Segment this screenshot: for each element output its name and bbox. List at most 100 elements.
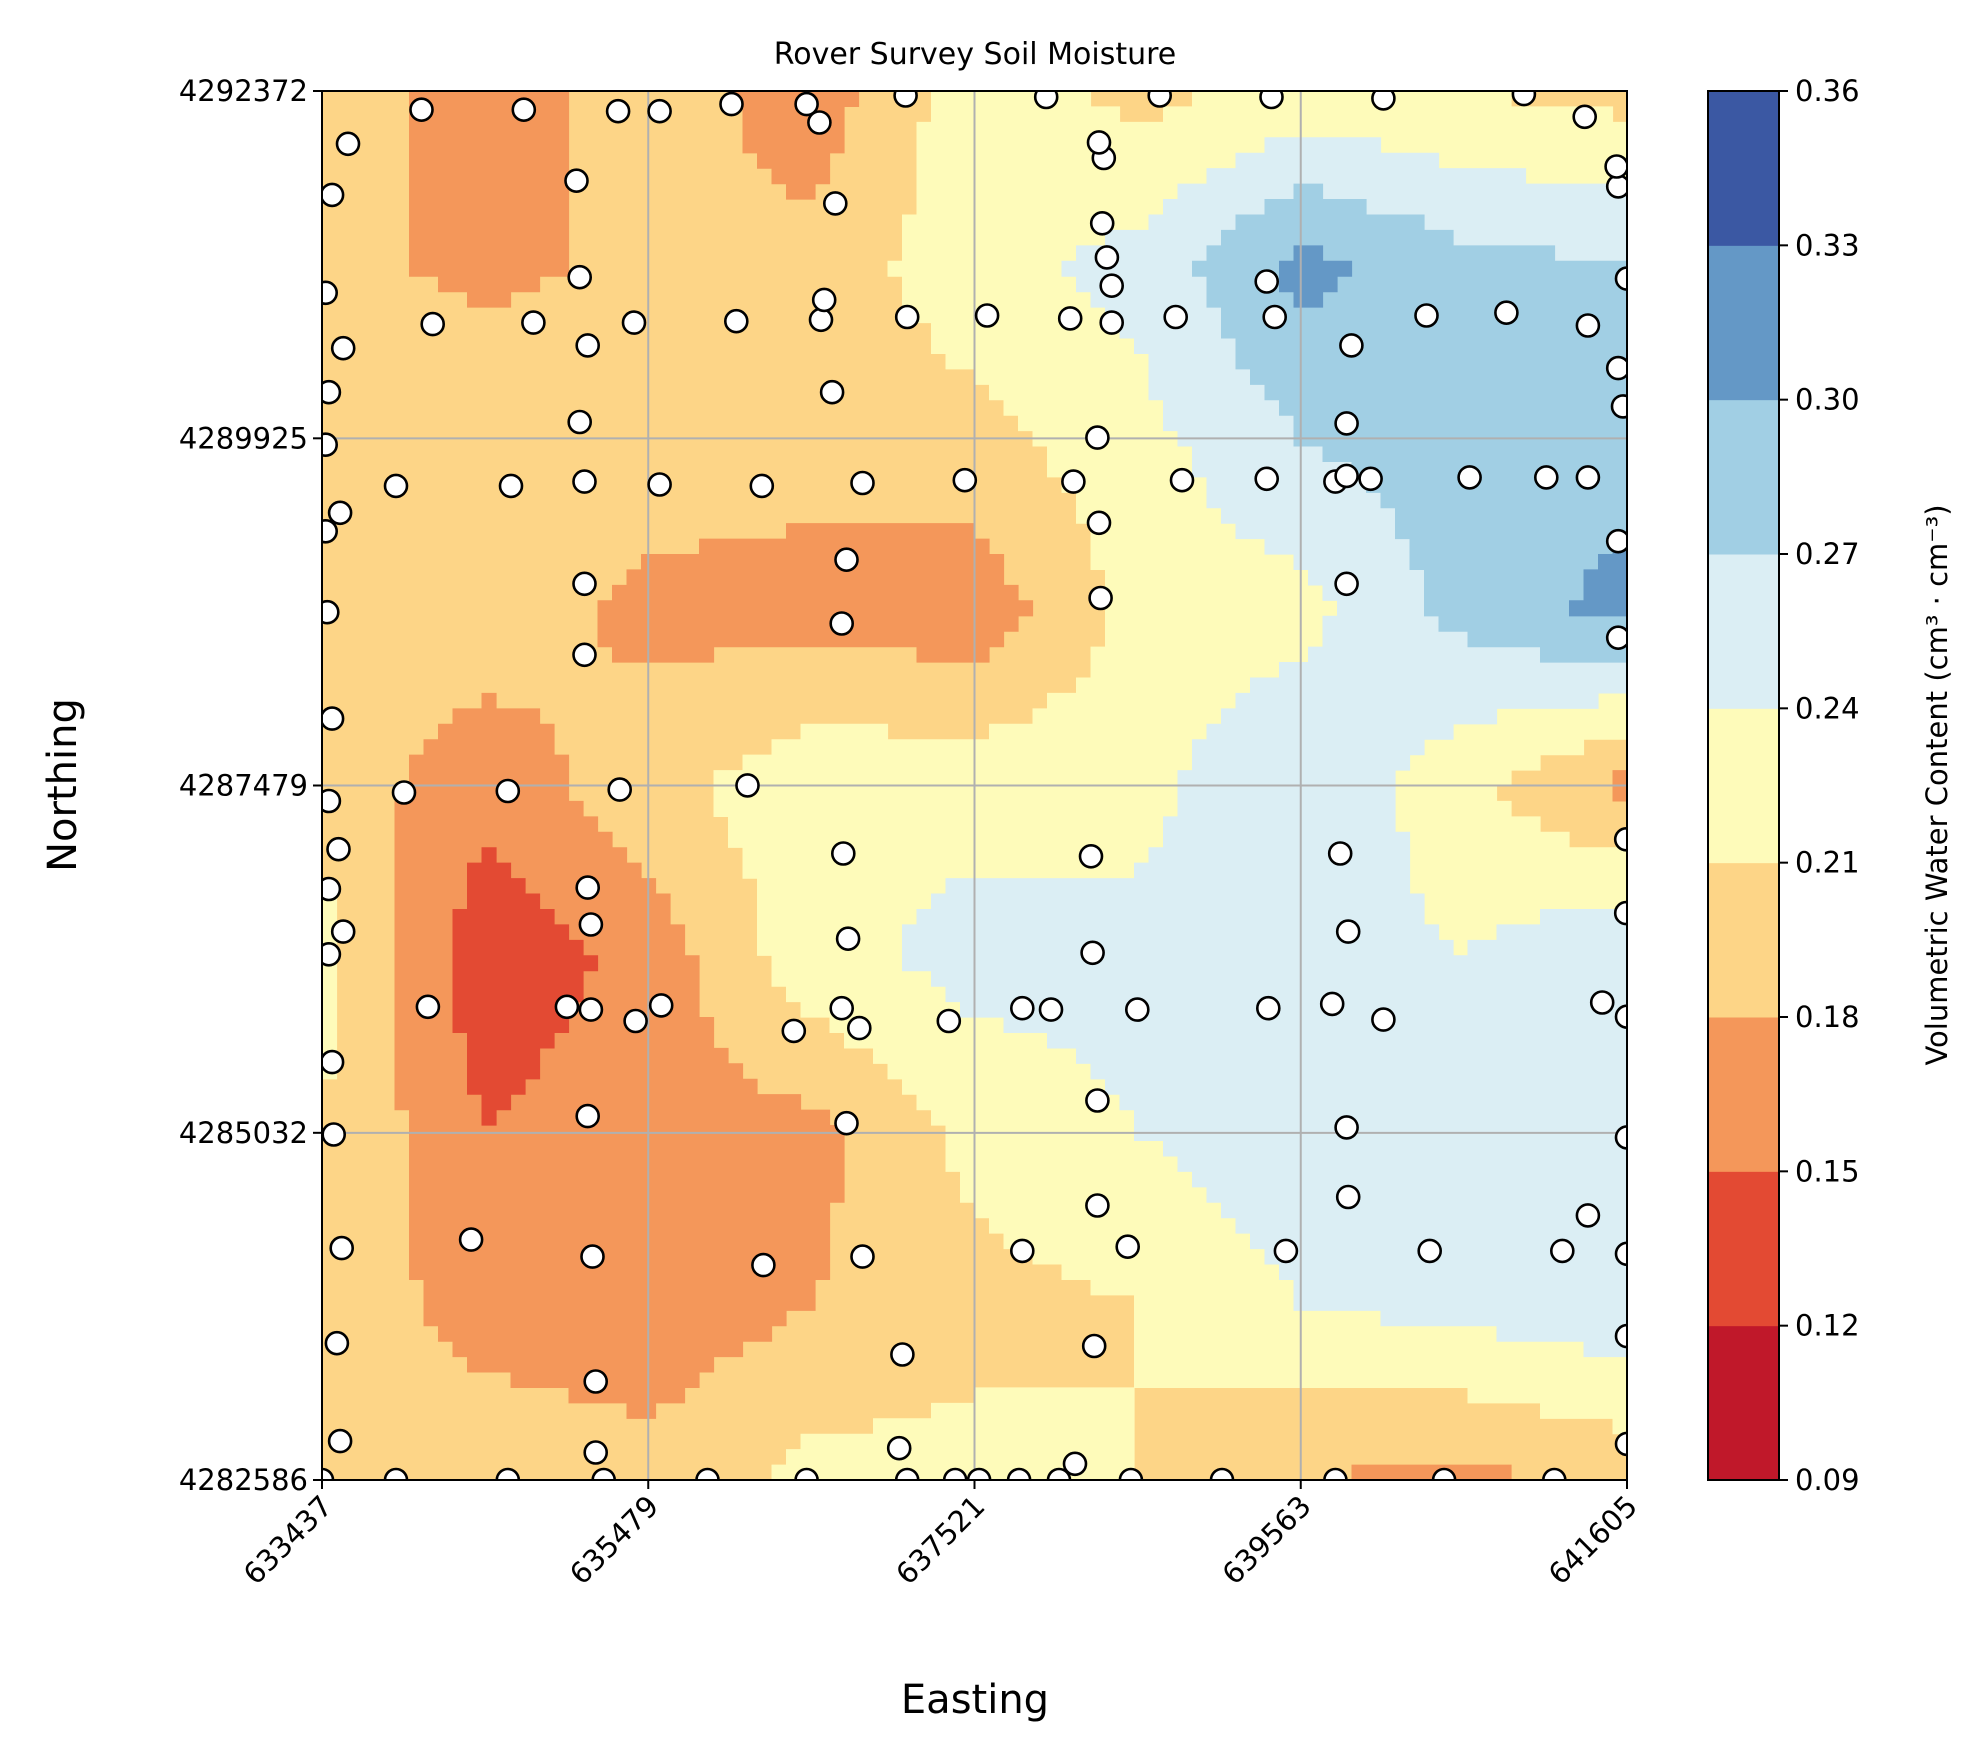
sample-point (1089, 211, 1115, 236)
sample-point (1614, 1431, 1627, 1457)
sample-point (1115, 1234, 1140, 1259)
sample-point (415, 994, 441, 1020)
sample-point (893, 91, 918, 108)
sample-point (942, 1467, 968, 1480)
sample-point (572, 642, 597, 668)
sample-point (811, 287, 837, 313)
sample-point (1033, 91, 1059, 110)
sample-point (330, 335, 356, 361)
sample-point (1254, 466, 1279, 492)
sample-point (1334, 463, 1359, 489)
sample-point (1038, 997, 1064, 1022)
sample-point (1572, 104, 1597, 130)
sample-point (567, 409, 593, 435)
sample-point (1080, 940, 1105, 966)
sample-point (1163, 304, 1188, 330)
sample-point (834, 1110, 859, 1136)
sample-point (1099, 273, 1124, 299)
sample-point (330, 919, 356, 944)
x-tick-label: 637521 (889, 1489, 991, 1591)
sample-point (1605, 355, 1627, 381)
y-tick-label: 4285032 (179, 1116, 308, 1150)
colorbar-segment (1708, 1017, 1779, 1172)
sample-point (322, 1049, 345, 1075)
sample-point (1009, 1238, 1035, 1264)
sample-point (1006, 1467, 1032, 1480)
sample-point (974, 303, 1000, 328)
sample-point (794, 1467, 819, 1480)
sample-point (829, 611, 855, 636)
sample-point (575, 333, 601, 358)
sample-point (1575, 465, 1601, 490)
sample-point (1169, 467, 1195, 493)
sample-point (1605, 528, 1627, 554)
sample-point (1334, 571, 1359, 597)
sample-point (1118, 1467, 1144, 1480)
sample-point (324, 1330, 350, 1356)
sample-point (458, 1227, 484, 1252)
sample-point (1414, 303, 1439, 328)
sample-point (936, 1008, 962, 1034)
sample-point (966, 1467, 992, 1480)
sample-point (322, 379, 342, 405)
sample-point (822, 191, 848, 216)
sample-point (1078, 843, 1104, 869)
contour-band-8 (1279, 245, 1627, 617)
sample-point (322, 182, 345, 208)
colorbar-tick-label: 0.36 (1795, 74, 1860, 108)
sample-point (1088, 585, 1113, 611)
colorbar-tick-label: 0.30 (1795, 383, 1860, 417)
colorbar-label: Volumetric Water Content (cm³ · cm⁻³) (1920, 504, 1954, 1065)
sample-point (322, 519, 338, 544)
colorbar-tick-label: 0.09 (1795, 1463, 1860, 1497)
sample-point (583, 1369, 609, 1394)
sample-point (890, 1342, 915, 1367)
sample-point (695, 1467, 720, 1480)
sample-point (819, 379, 845, 405)
colorbar-tick-label: 0.33 (1795, 228, 1860, 262)
sample-point (420, 311, 446, 337)
sample-point (322, 788, 342, 814)
sample-point (1061, 469, 1086, 494)
colorbar (1708, 91, 1779, 1481)
sample-point (1323, 1467, 1348, 1480)
x-tick-label: 633437 (237, 1489, 339, 1591)
x-axis-ticks: 633437 635479 637521 639563 641605 (237, 1480, 1644, 1591)
sample-point (723, 308, 749, 334)
sample-point (794, 91, 819, 117)
colorbar-segment (1708, 862, 1779, 1018)
sample-point (1062, 1451, 1088, 1477)
sample-point (1457, 465, 1482, 490)
sample-point (623, 1008, 648, 1034)
sample-point (383, 1467, 409, 1480)
y-tick-label: 4292372 (179, 74, 308, 108)
colorbar-tick-label: 0.24 (1795, 691, 1860, 725)
sample-point (1534, 465, 1559, 490)
sample-point (894, 304, 920, 330)
sample-point (1494, 300, 1519, 326)
sample-point (575, 875, 601, 900)
sample-point (1259, 91, 1284, 110)
colorbar-tick-label: 0.21 (1795, 846, 1860, 880)
sample-point (327, 500, 353, 526)
sample-point (495, 778, 521, 804)
sample-point (621, 310, 647, 335)
sample-point (807, 110, 832, 135)
sample-point (1431, 1467, 1457, 1480)
colorbar-segment (1708, 399, 1779, 555)
sample-point (1614, 1323, 1627, 1349)
sample-point (591, 1467, 616, 1480)
sample-point (647, 472, 672, 497)
sample-point (521, 310, 546, 335)
contour-band-6 (902, 137, 1627, 1358)
colorbar-tick-label: 0.27 (1795, 537, 1860, 571)
sample-point (1550, 1238, 1575, 1264)
contour-band-7 (1192, 183, 1627, 663)
x-tick-label: 639563 (1215, 1489, 1317, 1591)
colorbar-segment (1708, 1171, 1779, 1327)
sample-point (572, 571, 597, 597)
sample-point (1605, 625, 1627, 650)
chart-title: Rover Survey Soil Moisture (774, 37, 1177, 72)
